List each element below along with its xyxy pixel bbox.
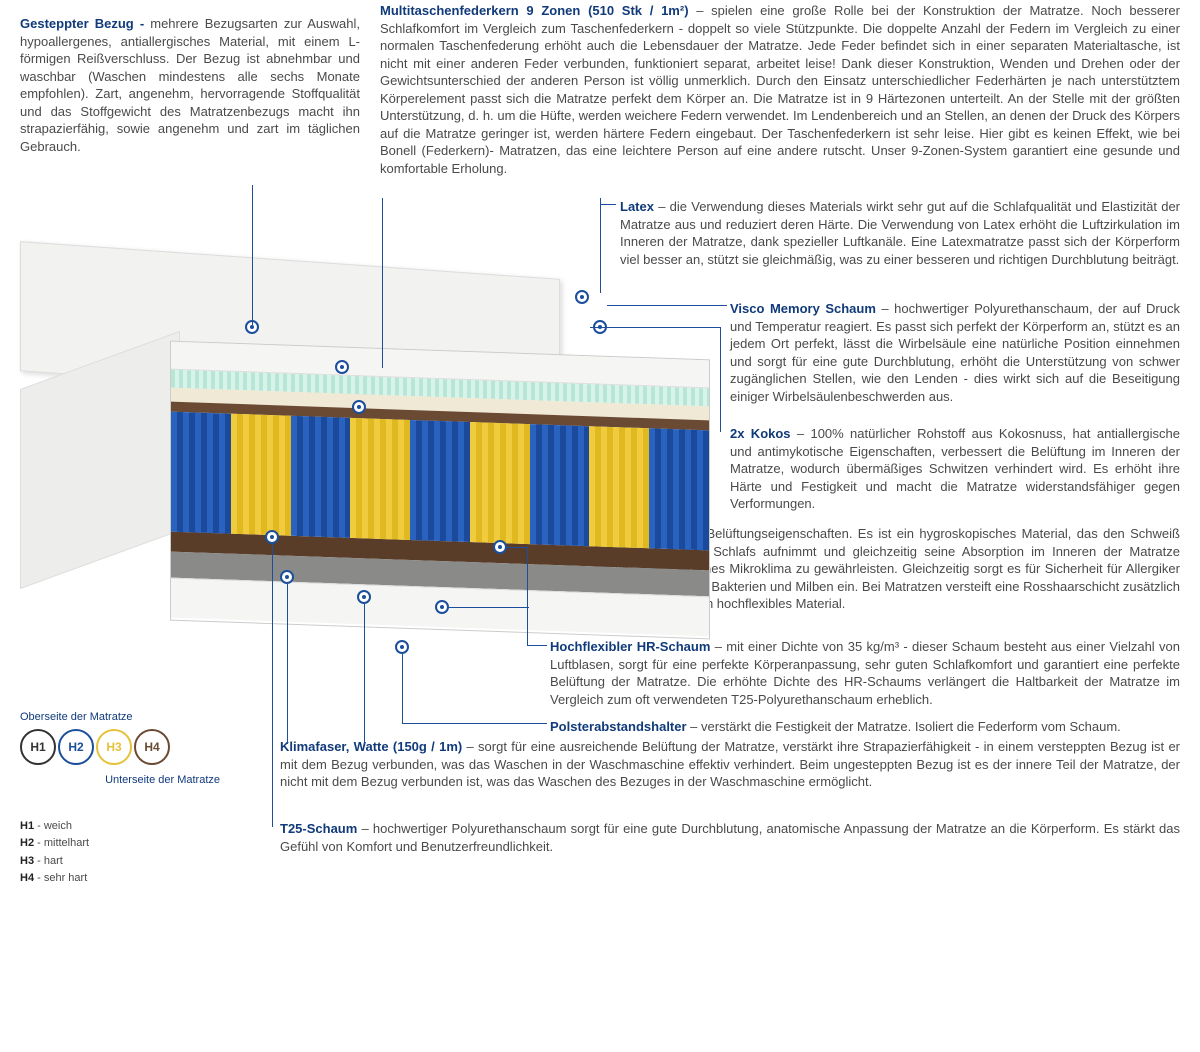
legend-def-row: H3 - hart	[20, 853, 260, 871]
connector-line	[449, 607, 529, 608]
mattress-cutaway	[170, 341, 710, 640]
multipocket-text: – spielen eine große Rolle bei der Konst…	[380, 3, 1180, 176]
connector-line	[607, 305, 727, 306]
hardness-circle: H2	[58, 729, 94, 765]
connector-line	[402, 723, 547, 724]
kokos-description: 2x Kokos – 100% natürlicher Rohstoff aus…	[730, 425, 1180, 513]
legend-bottom-label: Unterseite der Matratze	[20, 773, 220, 788]
cover-description: Gesteppter Bezug - mehrere Bezugsarten z…	[20, 15, 360, 155]
legend-definitions: H1 - weichH2 - mittelhartH3 - hartH4 - s…	[20, 818, 260, 888]
kokos-title: 2x Kokos	[730, 426, 797, 441]
visco-description: Visco Memory Schaum – hochwertiger Polyu…	[730, 300, 1180, 405]
connector-line	[720, 327, 721, 432]
polster-description: Polsterabstandshalter – verstärkt die Fe…	[550, 718, 1180, 736]
polster-text: – verstärkt die Festigkeit der Matratze.…	[690, 719, 1121, 734]
connector-line	[507, 547, 527, 548]
marker-icon	[352, 400, 366, 414]
legend-circles-row: H1H2H3H4	[20, 729, 260, 765]
marker-icon	[493, 540, 507, 554]
cover-text: mehrere Bezugsarten zur Auswahl, hypoall…	[20, 16, 360, 154]
legend-top-label: Oberseite der Matratze	[20, 710, 260, 725]
multipocket-description: Multitaschenfederkern 9 Zonen (510 Stk /…	[380, 2, 1180, 177]
cover-title: Gesteppter Bezug -	[20, 16, 150, 31]
connector-line	[252, 185, 253, 325]
hardness-legend: Oberseite der Matratze H1H2H3H4 Untersei…	[20, 710, 260, 888]
visco-title: Visco Memory Schaum	[730, 301, 881, 316]
hardness-circle: H4	[134, 729, 170, 765]
t25-text: – hochwertiger Polyurethanschaum sorgt f…	[280, 821, 1180, 854]
kokos-text: – 100% natürlicher Rohstoff aus Kokosnus…	[730, 426, 1180, 511]
latex-text: – die Verwendung dieses Materials wirkt …	[620, 199, 1180, 267]
marker-icon	[280, 570, 294, 584]
marker-icon	[575, 290, 589, 304]
connector-line	[364, 604, 365, 744]
latex-description: Latex – die Verwendung dieses Materials …	[620, 198, 1180, 268]
visco-text: – hochwertiger Polyurethanschaum, der au…	[730, 301, 1180, 404]
polster-title: Polsterabstandshalter	[550, 719, 690, 734]
layer-springs	[171, 412, 709, 551]
connector-line	[402, 654, 403, 724]
t25-description: T25-Schaum – hochwertiger Polyurethansch…	[280, 820, 1180, 855]
klimafaser-description: Klimafaser, Watte (150g / 1m) – sorgt fü…	[280, 738, 1180, 791]
legend-def-row: H1 - weich	[20, 818, 260, 836]
connector-line	[287, 584, 288, 744]
connector-line	[382, 198, 383, 368]
marker-icon	[265, 530, 279, 544]
latex-title: Latex	[620, 199, 658, 214]
multipocket-title: Multitaschenfederkern 9 Zonen (510 Stk /…	[380, 3, 696, 18]
connector-line	[527, 645, 547, 646]
connector-line	[600, 198, 601, 293]
connector-line	[272, 544, 273, 827]
legend-def-row: H2 - mittelhart	[20, 835, 260, 853]
mattress-illustration	[20, 260, 720, 680]
marker-icon	[395, 640, 409, 654]
t25-title: T25-Schaum	[280, 821, 362, 836]
connector-line	[590, 327, 720, 328]
marker-icon	[357, 590, 371, 604]
klimafaser-title: Klimafaser, Watte (150g / 1m)	[280, 739, 467, 754]
marker-icon	[335, 360, 349, 374]
legend-def-row: H4 - sehr hart	[20, 870, 260, 888]
hardness-circle: H1	[20, 729, 56, 765]
connector-line	[527, 547, 528, 645]
hardness-circle: H3	[96, 729, 132, 765]
marker-icon	[435, 600, 449, 614]
connector-line	[600, 204, 616, 205]
